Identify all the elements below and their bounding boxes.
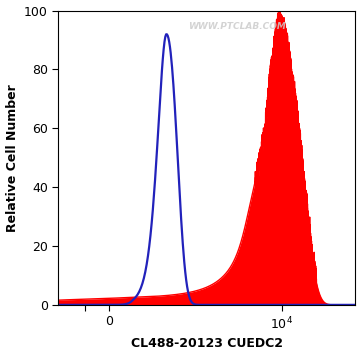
- X-axis label: CL488-20123 CUEDC2: CL488-20123 CUEDC2: [131, 337, 283, 350]
- Text: WWW.PTCLAB.COM: WWW.PTCLAB.COM: [188, 22, 286, 31]
- Y-axis label: Relative Cell Number: Relative Cell Number: [5, 84, 18, 232]
